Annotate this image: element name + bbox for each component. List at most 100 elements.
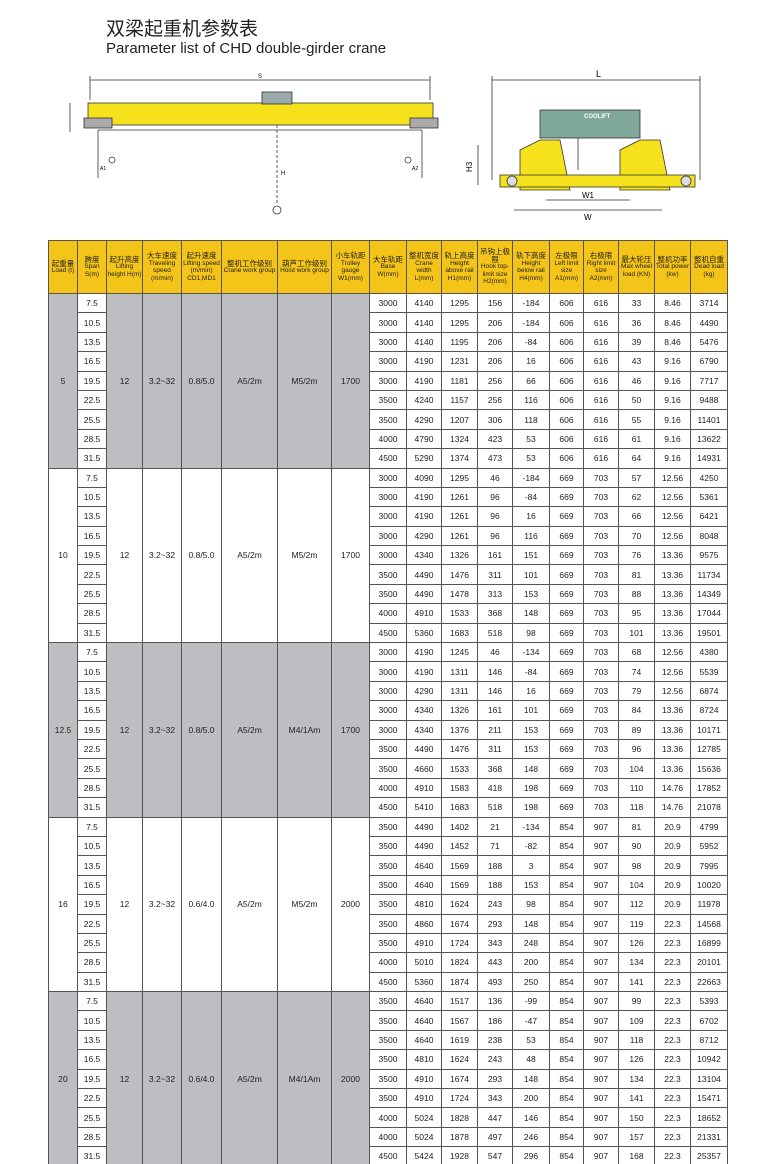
cell: 1700 bbox=[331, 642, 370, 818]
cell: 16.5 bbox=[77, 700, 107, 721]
cell: 4490 bbox=[406, 564, 442, 585]
header-zh: 大车轨距 bbox=[373, 254, 403, 264]
cell: 22.3 bbox=[654, 1010, 691, 1031]
header-zh: 轨上高度 bbox=[444, 251, 475, 260]
cell: 616 bbox=[583, 409, 619, 430]
cell: 57 bbox=[618, 467, 655, 488]
cell: 200 bbox=[512, 952, 550, 973]
cell: 703 bbox=[583, 486, 619, 508]
cell: 4660 bbox=[406, 758, 442, 779]
cell: 5290 bbox=[406, 448, 442, 469]
cell: 12 bbox=[106, 642, 143, 818]
cell: 293 bbox=[477, 1068, 513, 1090]
cell: 703 bbox=[583, 738, 619, 760]
cell: 703 bbox=[583, 797, 619, 818]
header-en: Total power (kw) bbox=[655, 263, 690, 278]
header-zh: 小车轨距 bbox=[335, 251, 366, 260]
cell: 13.36 bbox=[654, 758, 691, 779]
cell: 606 bbox=[549, 351, 584, 372]
cell: 25.5 bbox=[77, 583, 107, 605]
cell: 50 bbox=[618, 389, 655, 411]
cell: 4910 bbox=[406, 1068, 442, 1090]
cell: 854 bbox=[549, 1029, 584, 1051]
cell: 4640 bbox=[406, 991, 442, 1012]
cell: 854 bbox=[549, 932, 584, 954]
cell: 703 bbox=[583, 564, 619, 585]
cell: 13.36 bbox=[654, 738, 691, 760]
cell: 4090 bbox=[406, 467, 442, 488]
header-en: Left limit size A1(mm) bbox=[554, 259, 579, 282]
diagrams: S H A1 A2 COOLIFT L H3 W1 W bbox=[69, 69, 701, 222]
cell: 3500 bbox=[369, 816, 407, 837]
cell: 669 bbox=[549, 661, 584, 682]
cell: 1245 bbox=[441, 642, 478, 663]
cell: 7.5 bbox=[77, 642, 107, 663]
cell: 66 bbox=[512, 370, 550, 391]
cell: 16 bbox=[512, 506, 550, 527]
header-en: Hoist work group bbox=[280, 267, 329, 274]
cell: 141 bbox=[618, 971, 655, 993]
cell: 4000 bbox=[369, 952, 407, 973]
cell: 248 bbox=[512, 932, 550, 954]
cell: 296 bbox=[512, 1146, 550, 1164]
cell: 4190 bbox=[406, 506, 442, 527]
header-zh: 最大轮压 bbox=[621, 254, 652, 264]
cell: 28.5 bbox=[77, 603, 107, 624]
cell: 4500 bbox=[369, 622, 407, 644]
cell: 13.36 bbox=[654, 622, 691, 644]
cell: 669 bbox=[549, 506, 584, 527]
cell: 423 bbox=[477, 428, 513, 450]
cell: 13.36 bbox=[654, 583, 691, 605]
cell: 5024 bbox=[406, 1126, 442, 1148]
cell: 7.5 bbox=[77, 467, 107, 488]
cell: 1295 bbox=[441, 292, 478, 314]
cell: 854 bbox=[549, 1126, 584, 1148]
cell: 99 bbox=[618, 991, 655, 1012]
cell: 3 bbox=[512, 855, 550, 876]
cell: 1824 bbox=[441, 952, 478, 973]
cell: 0.8/5.0 bbox=[181, 293, 222, 469]
cell: -47 bbox=[512, 1010, 550, 1031]
cell: 606 bbox=[549, 389, 584, 411]
cell: 907 bbox=[583, 835, 619, 857]
cell: 616 bbox=[583, 312, 619, 333]
cell: M5/2m bbox=[277, 293, 332, 469]
cell: 76 bbox=[618, 545, 655, 566]
cell: 211 bbox=[477, 719, 513, 740]
cell: 141 bbox=[618, 1088, 655, 1109]
cell: 13.36 bbox=[654, 545, 691, 566]
table-row: 10.5 3500 4490 1452 71 -82 854 907 90 20.9 5952 bbox=[49, 835, 728, 857]
column-header: 整机工作级别 Crane work group bbox=[221, 240, 278, 294]
cell: 13.36 bbox=[654, 719, 691, 740]
cell: 1311 bbox=[441, 680, 478, 702]
cell: 12.56 bbox=[654, 661, 691, 682]
cell: 104 bbox=[618, 874, 655, 896]
header-en: Height below rail H4(mm) bbox=[517, 259, 545, 282]
cell: 53 bbox=[512, 428, 550, 450]
table-row: 22.5 3500 4860 1674 293 148 854 907 119 22.3 14568 bbox=[49, 913, 728, 934]
table-row: 19.5 3500 4810 1624 243 98 854 907 112 20.9 11978 bbox=[49, 894, 728, 915]
l-label: L bbox=[596, 69, 601, 79]
cell: 669 bbox=[549, 467, 584, 488]
cell: 3.2~32 bbox=[142, 293, 182, 469]
cell: 46 bbox=[477, 642, 513, 663]
cell: 606 bbox=[549, 448, 584, 469]
cell: 4860 bbox=[406, 913, 442, 934]
cell: 907 bbox=[583, 1068, 619, 1090]
cell: 148 bbox=[512, 603, 550, 624]
cell: 703 bbox=[583, 525, 619, 547]
cell: 161 bbox=[477, 700, 513, 721]
cell: 22.3 bbox=[654, 971, 691, 993]
cell: 907 bbox=[583, 1107, 619, 1128]
cell: 109 bbox=[618, 1010, 655, 1031]
cell: 3000 bbox=[369, 312, 407, 333]
cell: 243 bbox=[477, 894, 513, 915]
cell: A5/2m bbox=[221, 293, 278, 469]
table-row: 25.5 3500 4660 1533 368 148 669 703 104 13.36 1563… bbox=[49, 758, 728, 779]
cell: 3.2~32 bbox=[142, 991, 182, 1164]
cell: 79 bbox=[618, 680, 655, 702]
cell: 1476 bbox=[441, 564, 478, 585]
cell: 10.5 bbox=[77, 486, 107, 508]
cell: 53 bbox=[512, 448, 550, 469]
cell: 3000 bbox=[369, 351, 407, 372]
